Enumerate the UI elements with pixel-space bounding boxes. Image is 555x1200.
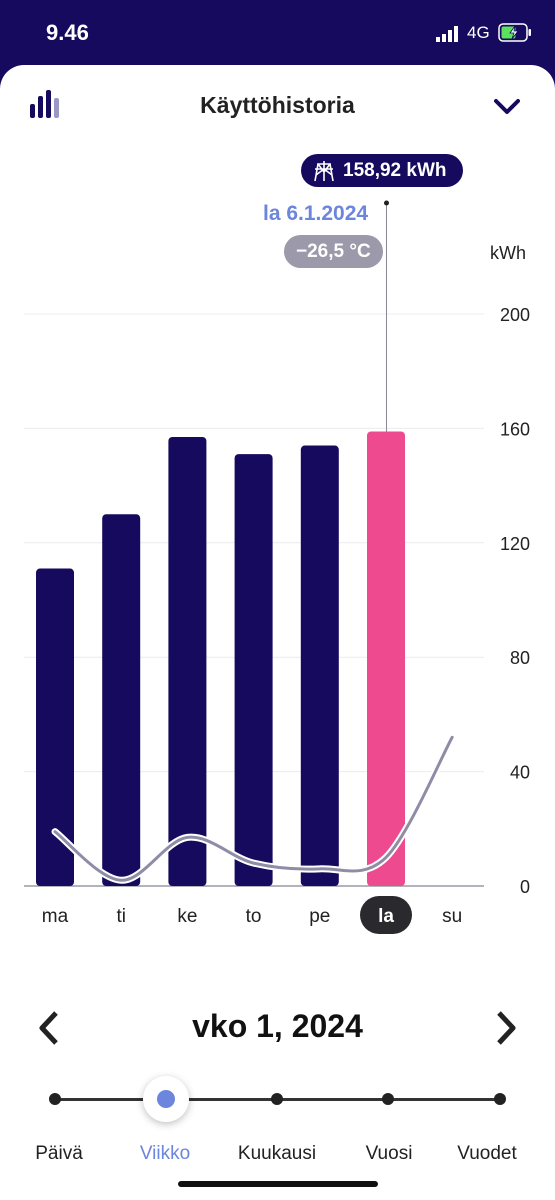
x-tick-label[interactable]: su	[442, 906, 462, 927]
y-tick-label: 160	[500, 419, 530, 439]
slider-knob[interactable]	[143, 1076, 189, 1122]
bar-pe	[300, 445, 339, 886]
slider-label-vuosi[interactable]: Vuosi	[365, 1143, 413, 1164]
slider-label-kuukausi[interactable]: Kuukausi	[237, 1143, 317, 1164]
home-indicator	[178, 1181, 378, 1187]
bar-ke	[168, 436, 207, 886]
temperature-badge: −26,5 °C	[284, 235, 383, 268]
period-label: vko 1, 2024	[192, 1008, 363, 1044]
status-time: 9.46	[46, 20, 89, 45]
y-tick-label: 40	[510, 763, 530, 783]
slider-label-paiva[interactable]: Päivä	[35, 1143, 83, 1164]
y-tick-label: 0	[520, 877, 530, 897]
x-tick-label[interactable]: ti	[116, 906, 126, 927]
bar-ma	[36, 568, 74, 886]
slider-stop-vuosi[interactable]	[382, 1093, 394, 1105]
y-tick-label: 80	[510, 648, 530, 668]
y-tick-label: 120	[500, 534, 530, 554]
battery-charging-icon	[498, 23, 531, 42]
y-axis-unit: kWh	[490, 243, 526, 263]
bar-la	[367, 431, 405, 886]
bar-chart-icon[interactable]	[30, 90, 64, 120]
temperature-line	[53, 735, 454, 882]
x-tick-label[interactable]: la	[378, 906, 394, 927]
slider-label-viikko[interactable]: Viikko	[139, 1143, 191, 1164]
value-tooltip: 158,92 kWh	[301, 154, 463, 187]
usage-history-sheet	[0, 65, 555, 1200]
previous-period-button[interactable]	[36, 1010, 60, 1046]
selected-date: la 6.1.2024	[263, 202, 369, 225]
selection-indicator-dot	[384, 200, 389, 206]
tooltip-value: 158,92 kWh	[343, 159, 447, 181]
y-tick-label: 200	[500, 305, 530, 325]
signal-icon	[436, 26, 458, 42]
slider-stop-kuukausi[interactable]	[271, 1093, 283, 1105]
x-tick-label[interactable]: ke	[177, 906, 197, 927]
page-title: Käyttöhistoria	[200, 92, 355, 118]
x-tick-label[interactable]: pe	[309, 906, 330, 927]
power-line-icon	[314, 160, 334, 181]
slider-stop-paiva[interactable]	[49, 1093, 61, 1105]
bar-to	[234, 454, 273, 886]
network-type: 4G	[467, 23, 490, 42]
x-tick-label[interactable]: ma	[42, 906, 69, 927]
next-period-button[interactable]	[495, 1010, 519, 1046]
slider-label-vuodet[interactable]: Vuodet	[457, 1143, 517, 1164]
x-tick-label[interactable]: to	[246, 906, 262, 927]
selected-day-pill	[360, 896, 412, 934]
usage-bar-chart: 0 40 80 120 160 200 ma ti ke to pe la su	[24, 200, 530, 934]
slider-stop-vuodet[interactable]	[494, 1093, 506, 1105]
chevron-down-icon[interactable]	[492, 96, 522, 118]
bar-ti	[102, 514, 141, 886]
status-bar: 9.46 4G	[0, 0, 555, 65]
